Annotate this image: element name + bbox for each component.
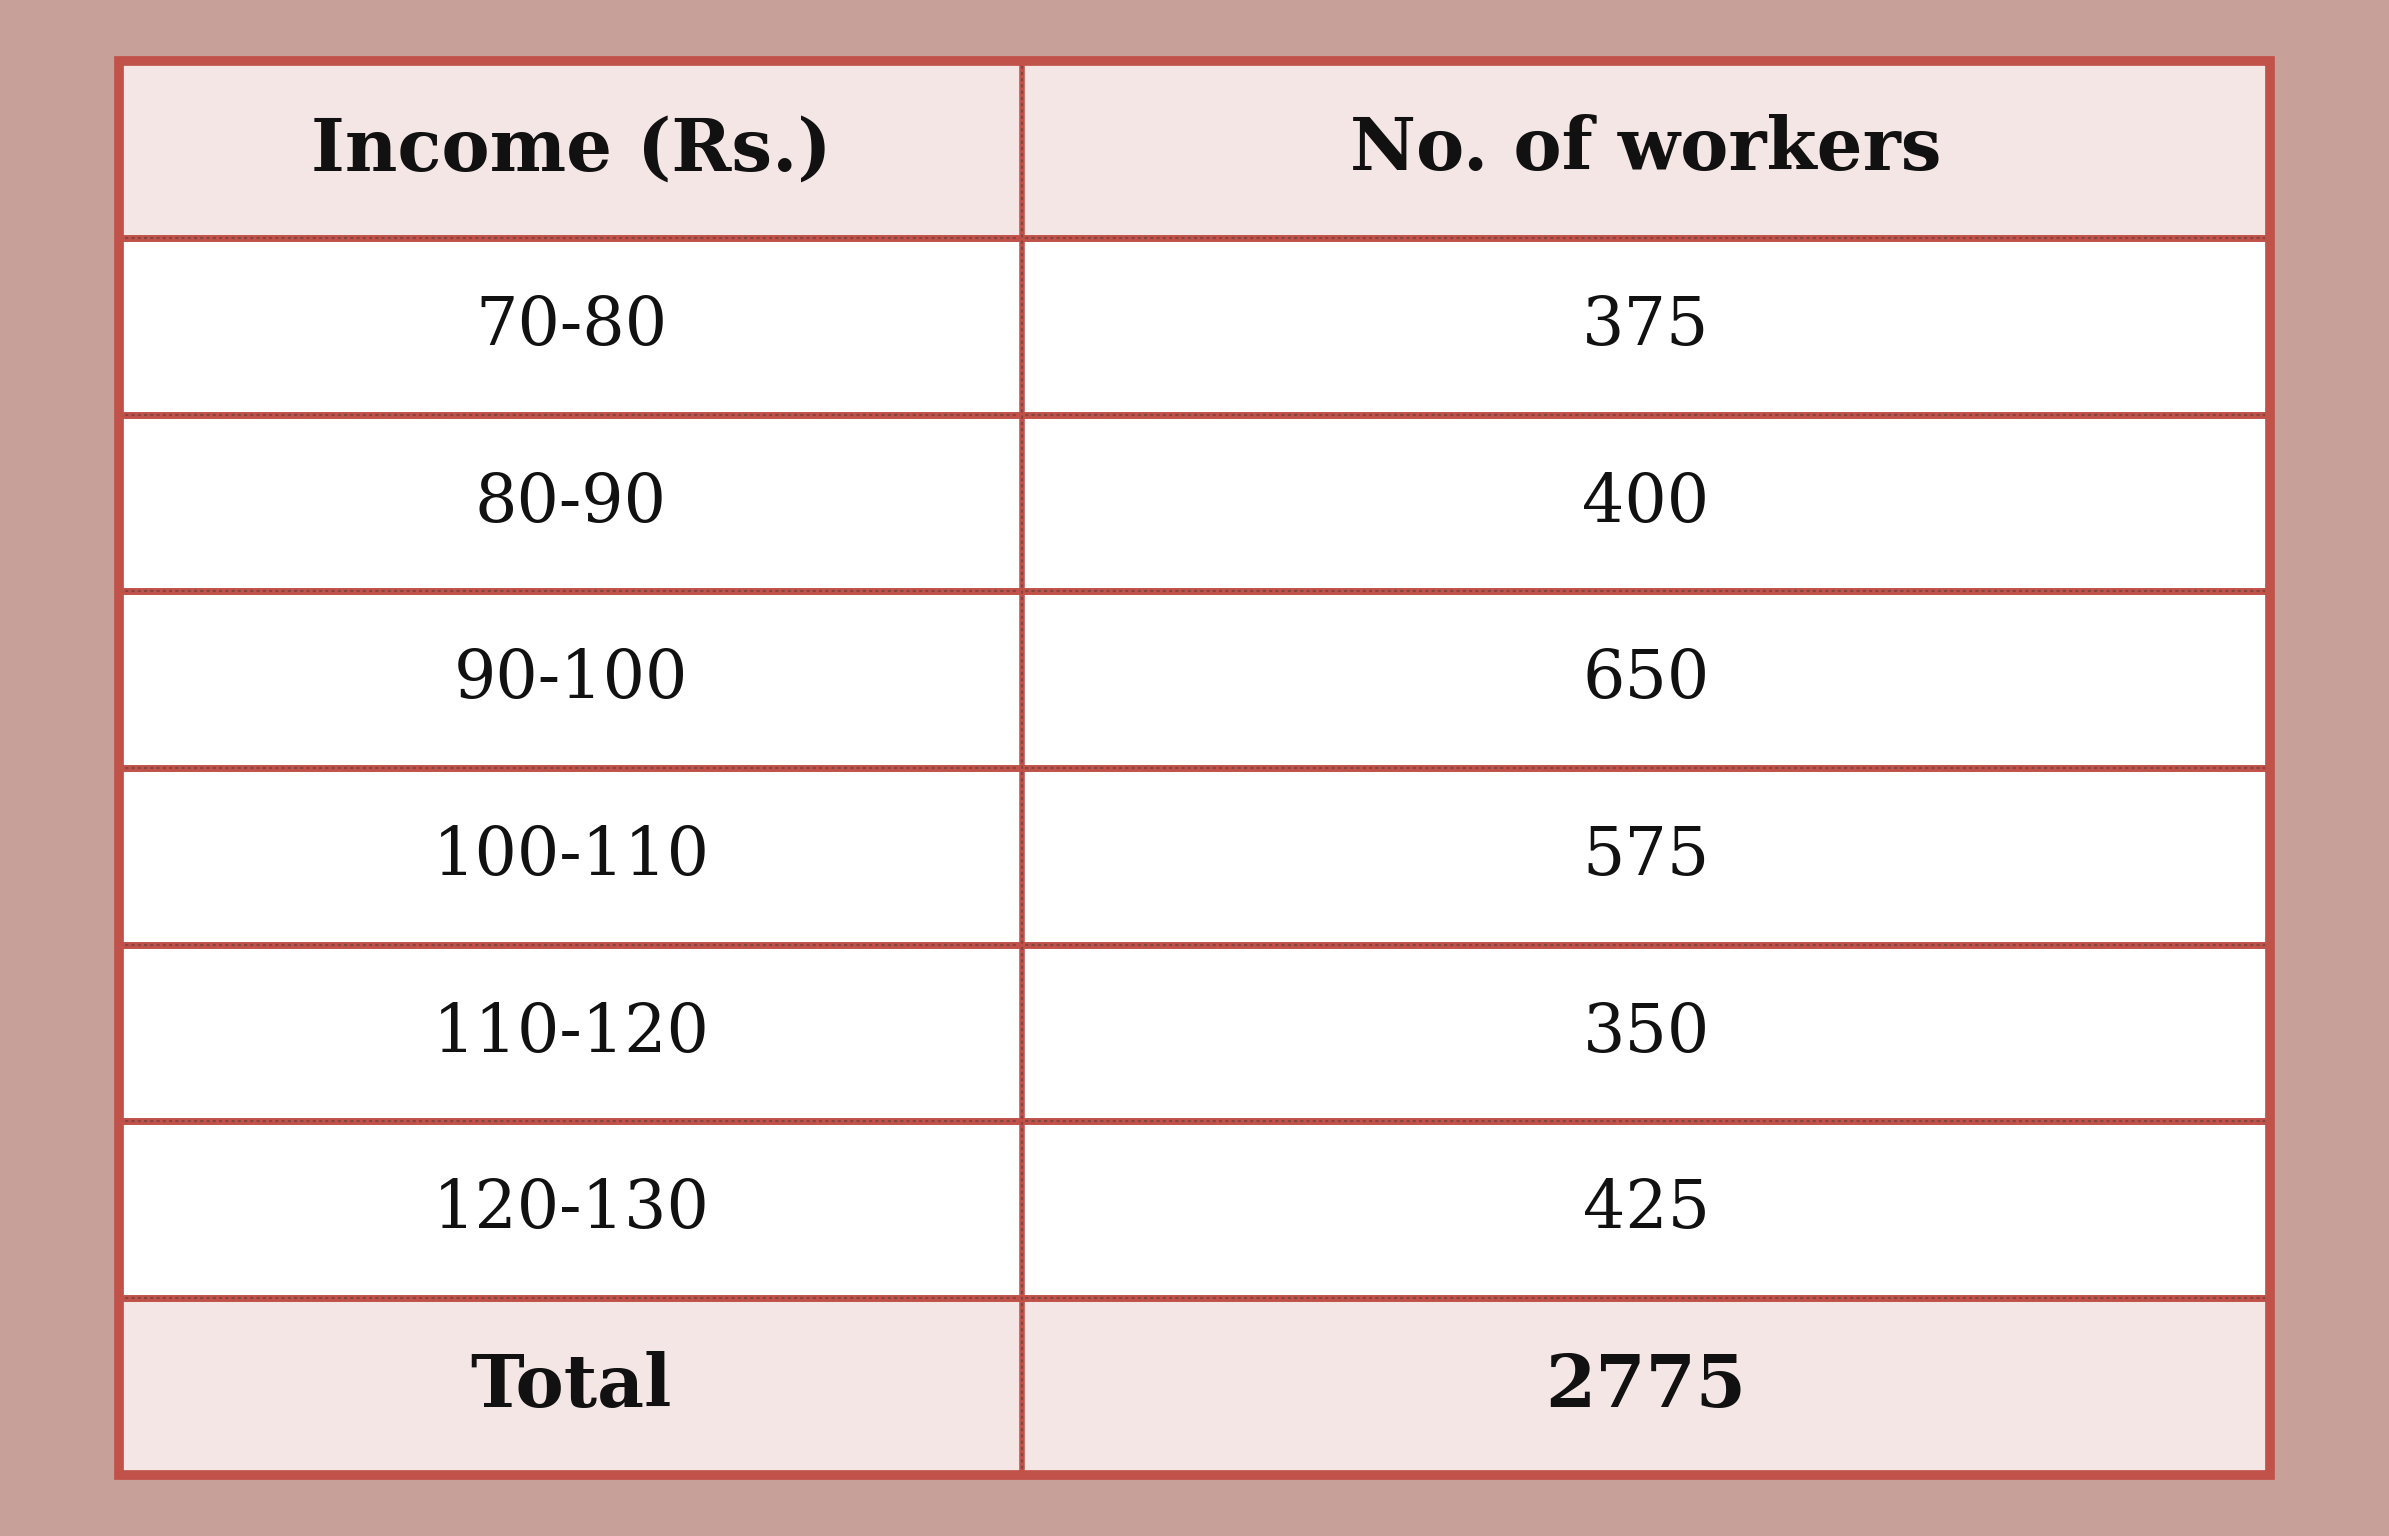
- Bar: [119, 1121, 1022, 1298]
- Text: 2775: 2775: [1546, 1350, 1746, 1422]
- Text: 70-80: 70-80: [475, 293, 667, 359]
- Bar: [1022, 238, 2270, 415]
- Text: 110-120: 110-120: [432, 1000, 710, 1066]
- Bar: [1022, 415, 2270, 591]
- Bar: [1022, 61, 2270, 238]
- Bar: [1022, 591, 2270, 768]
- Bar: [119, 591, 1022, 768]
- Bar: [1022, 945, 2270, 1121]
- Text: Total: Total: [471, 1350, 671, 1422]
- Text: 400: 400: [1582, 470, 1711, 536]
- Text: Income (Rs.): Income (Rs.): [311, 114, 831, 186]
- Text: 650: 650: [1582, 647, 1711, 713]
- Bar: [1022, 768, 2270, 945]
- Bar: [119, 61, 1022, 238]
- Text: 375: 375: [1582, 293, 1711, 359]
- Text: No. of workers: No. of workers: [1350, 114, 1942, 186]
- Bar: [119, 415, 1022, 591]
- Text: 90-100: 90-100: [454, 647, 688, 713]
- Bar: [1022, 1121, 2270, 1298]
- Text: 350: 350: [1582, 1000, 1711, 1066]
- Bar: [119, 945, 1022, 1121]
- Text: 575: 575: [1582, 823, 1711, 889]
- Text: 80-90: 80-90: [475, 470, 667, 536]
- Bar: [119, 61, 2270, 1475]
- Text: 120-130: 120-130: [432, 1177, 710, 1243]
- Text: 425: 425: [1582, 1177, 1711, 1243]
- Bar: [119, 768, 1022, 945]
- Bar: [119, 238, 1022, 415]
- Text: 100-110: 100-110: [432, 823, 710, 889]
- Bar: [1022, 1298, 2270, 1475]
- Bar: [119, 1298, 1022, 1475]
